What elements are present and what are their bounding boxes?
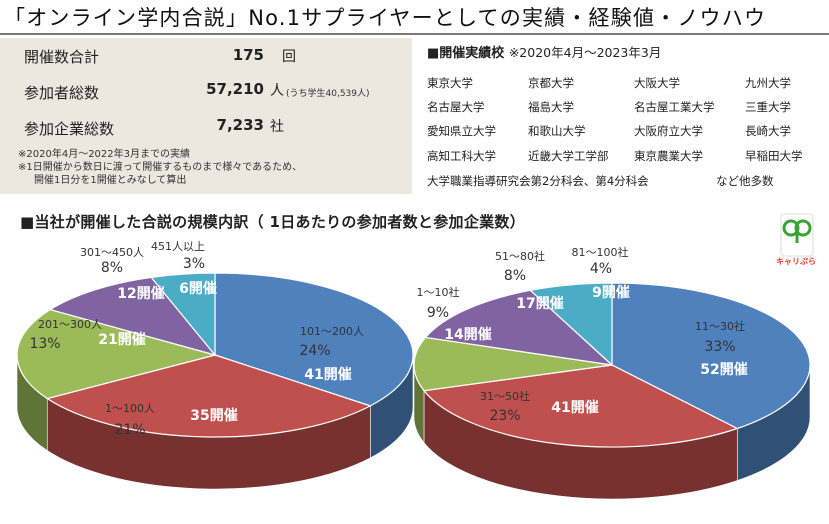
slice-range-label: 31～50社 (480, 389, 530, 403)
stat-unit-participants: 人 (270, 83, 284, 99)
slice-percent-label: 3% (183, 256, 205, 272)
university-item: 名古屋大学 (427, 100, 485, 114)
university-item: 東京農業大学 (634, 149, 703, 163)
pie-slice (413, 336, 613, 392)
university-others: など他多数 (716, 174, 774, 188)
slice-events-label: 41開催 (304, 366, 351, 383)
slice-percent-label: 8% (101, 260, 123, 276)
stat-note-students: (うち学生40,539人) (286, 89, 370, 99)
slice-events-label: 6開催 (179, 280, 217, 297)
slice-percent-label: 23% (489, 408, 520, 424)
slice-percent-label: 24% (299, 343, 330, 359)
slice-range-label: 451人以上 (151, 240, 205, 253)
university-item: 愛知県立大学 (427, 124, 496, 138)
slice-percent-label: 21% (114, 422, 145, 438)
universities-period: ※2020年4月～2023年3月 (508, 45, 662, 60)
logo-text: キャリぷら (776, 257, 816, 266)
footnote-method-cont: 開催1日分を1開催とみなして算出 (34, 175, 187, 186)
slice-percent-label: 13% (29, 336, 60, 352)
slice-events-label: 12開催 (117, 285, 164, 302)
pie-slice (48, 276, 217, 357)
pie-slice (45, 354, 372, 438)
slice-range-label: 81～100社 (572, 245, 629, 259)
slice-percent-label: 9% (427, 305, 449, 321)
slice-events-label: 41開催 (551, 399, 598, 416)
university-item: 東京大学 (427, 76, 473, 90)
university-item: 京都大学 (528, 76, 574, 90)
stat-label-companies: 参加企業総数 (24, 120, 115, 138)
slice-events-label: 52開催 (700, 361, 747, 378)
university-item: 福島大学 (528, 100, 574, 114)
slice-range-label: 101～200人 (300, 325, 364, 338)
pie-chart-1: 101～200人 24% 41開催 1～100人 21% 35開催 201～300人 13% 2… (16, 240, 414, 490)
universities-title: ■開催実績校 (427, 46, 505, 61)
slice-range-label: 1～100人 (105, 402, 155, 415)
pie-slice (422, 364, 739, 448)
title-underline (0, 33, 829, 35)
stat-value-companies: 7,233 (216, 116, 264, 134)
pie-slice (214, 272, 414, 407)
university-item: 近畿大学工学部 (528, 149, 609, 163)
university-item: 和歌山大学 (528, 124, 586, 138)
stat-label-participants: 参加者総数 (24, 84, 100, 102)
slice-range-label: 201～300人 (38, 318, 102, 331)
stat-unit-companies: 社 (270, 119, 284, 135)
university-societies: 大学職業指導研究会第2分科会、第4分科会 (427, 174, 649, 188)
stat-value-participants: 57,210 (206, 80, 264, 98)
slice-percent-label: 33% (704, 339, 735, 355)
university-item: 三重大学 (745, 100, 791, 114)
pie-slice (424, 289, 614, 366)
stat-unit-events: 回 (282, 49, 296, 65)
university-item: 早稲田大学 (745, 149, 803, 163)
footnote-method: ※1日開催から数日に渡って開催するものまで様々であるため、 (18, 162, 303, 173)
university-item: 大阪大学 (634, 76, 680, 90)
slice-percent-label: 4% (590, 261, 612, 277)
slice-events-label: 14開催 (444, 326, 491, 343)
university-item: 長崎大学 (745, 124, 791, 138)
logo-icon (780, 213, 814, 257)
slice-percent-label: 8% (504, 268, 526, 284)
footnote-period: ※2020年4月～2022年3月までの実績 (18, 149, 191, 160)
pie-chart-2: 11～30社 33% 52開催 31～50社 23% 41開催 1～10社 9% 14開催 51～… (413, 245, 811, 500)
slice-events-label: 21開催 (98, 331, 145, 348)
slice-range-label: 1～10社 (417, 285, 460, 299)
slice-range-label: 51～80社 (495, 249, 545, 263)
slice-range-label: 301～450人 (80, 246, 144, 259)
slice-events-label: 17開催 (516, 295, 563, 312)
university-item: 高知工科大学 (427, 149, 496, 163)
pie-section-heading: ■当社が開催した合説の規模内訳（ 1日あたりの参加者数と参加企業数） (20, 213, 526, 231)
page-title: 「オンライン学内合説」No.1サプライヤーとしての実績・経験値・ノウハウ (4, 6, 767, 30)
stat-label-events: 開催数合計 (24, 48, 100, 66)
pie-slice (16, 308, 218, 400)
stats-panel (0, 38, 412, 194)
university-item: 大阪府立大学 (634, 124, 703, 138)
universities-heading: ■開催実績校 ※2020年4月～2023年3月 (427, 42, 661, 61)
slice-events-label: 9開催 (592, 284, 630, 301)
slice-range-label: 11～30社 (695, 319, 745, 333)
pie-slice (611, 282, 811, 430)
pie-slice (150, 272, 216, 357)
university-item: 九州大学 (745, 76, 791, 90)
slice-events-label: 35開催 (190, 407, 237, 424)
stat-value-events: 175 (232, 46, 264, 64)
pie-slice (529, 282, 613, 367)
university-item: 名古屋工業大学 (634, 100, 715, 114)
